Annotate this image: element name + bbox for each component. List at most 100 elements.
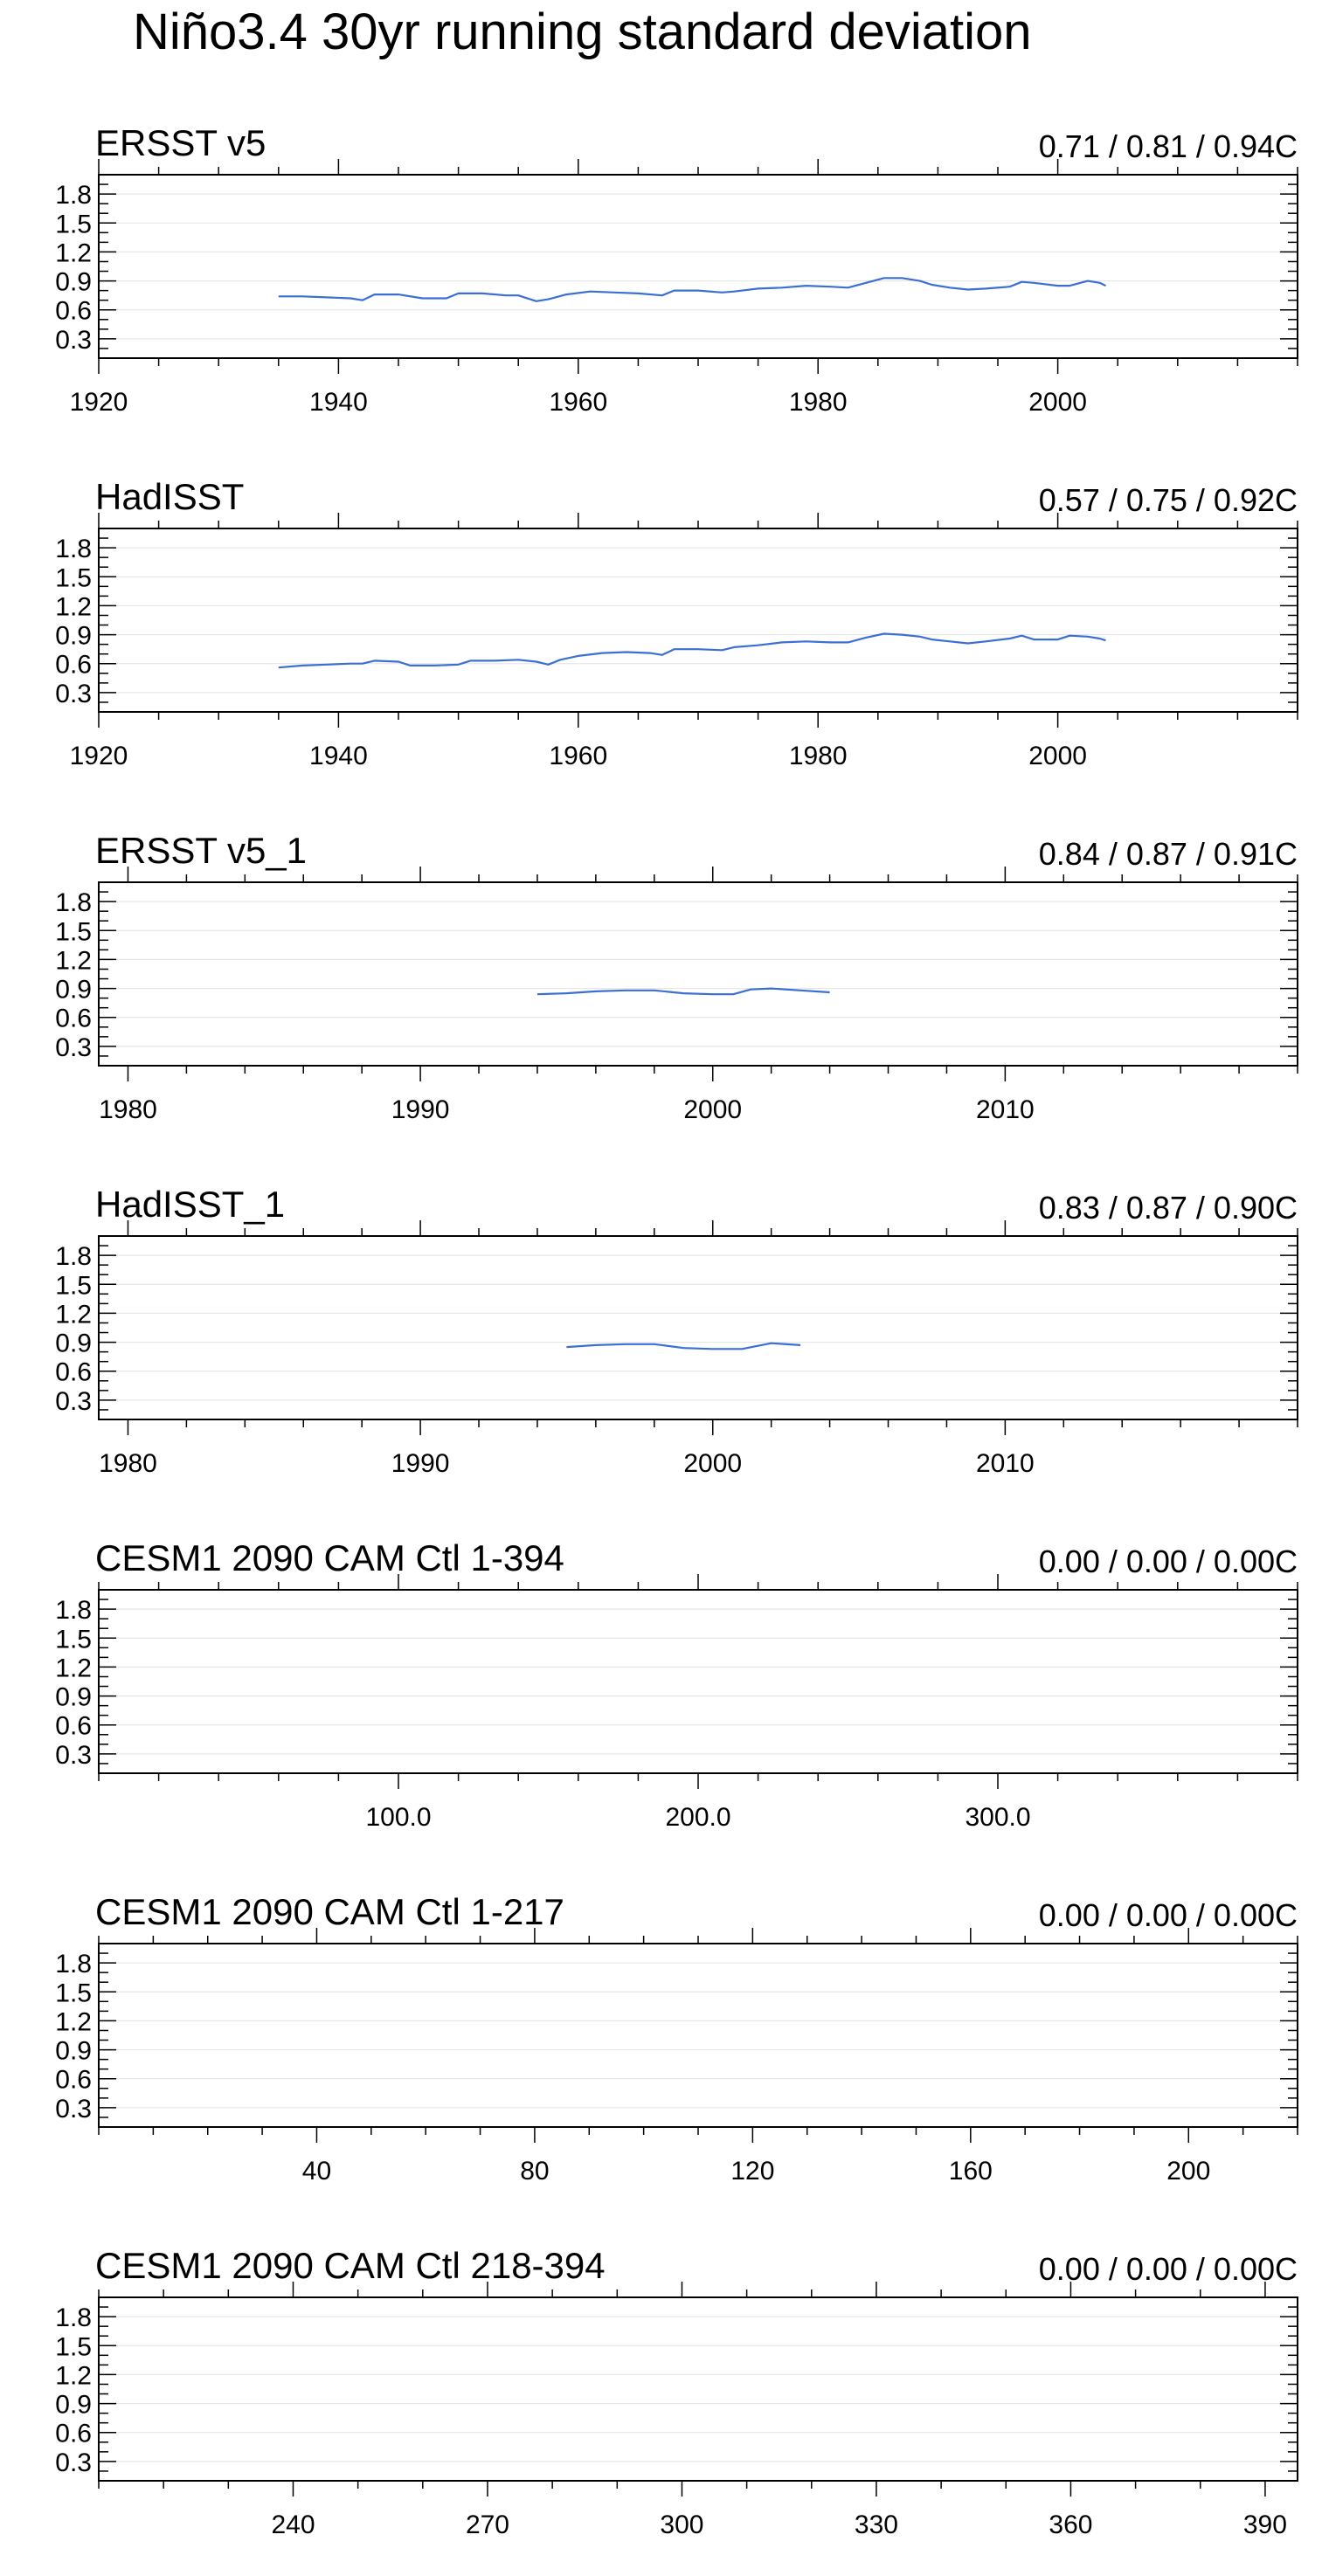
x-tick-label: 160 <box>949 2157 993 2186</box>
y-tick-label: 0.3 <box>55 1387 92 1416</box>
y-tick-label: 0.6 <box>55 1005 92 1033</box>
y-tick-label: 0.3 <box>55 1741 92 1770</box>
x-tick-label: 2000 <box>683 1449 742 1478</box>
y-tick-label: 0.3 <box>55 1033 92 1062</box>
x-tick-label: 330 <box>855 2510 898 2539</box>
panel-title: CESM1 2090 CAM Ctl 1-394 <box>95 1537 564 1578</box>
x-tick-label: 1940 <box>309 388 368 417</box>
y-tick-label: 1.2 <box>55 2361 92 2390</box>
y-tick-label: 1.8 <box>55 2303 92 2332</box>
x-tick-label: 120 <box>730 2157 774 2186</box>
chart-panel: HadISST_1 0.83 / 0.87 / 0.90C 0.30.60.91.2… <box>55 1184 1298 1478</box>
y-tick-label: 1.5 <box>55 1625 92 1654</box>
y-tick-label: 1.5 <box>55 2332 92 2361</box>
y-tick-label: 0.6 <box>55 1712 92 1741</box>
x-tick-label: 390 <box>1243 2510 1287 2539</box>
x-tick-label: 1980 <box>789 388 848 417</box>
chart-panel: ERSST v5 0.71 / 0.81 / 0.94C0.30.60.91.21… <box>55 122 1298 417</box>
y-tick-label: 1.8 <box>55 1950 92 1979</box>
y-tick-label: 1.2 <box>55 592 92 621</box>
plot-frame <box>98 2296 1298 2482</box>
series-line <box>566 1342 801 1350</box>
x-tick-label: 240 <box>271 2510 315 2539</box>
y-tick-label: 0.9 <box>55 1329 92 1358</box>
panel-title: CESM1 2090 CAM Ctl 1-217 <box>95 1891 564 1932</box>
x-tick-label: 80 <box>520 2157 549 2186</box>
y-tick-label: 1.5 <box>55 210 92 238</box>
y-tick-label: 1.5 <box>55 1979 92 2007</box>
y-tick-label: 1.8 <box>55 1242 92 1271</box>
x-tick-label: 300 <box>660 2510 703 2539</box>
panel-stats-label: 0.00 / 0.00 / 0.00C <box>1039 1897 1298 1933</box>
y-tick-label: 0.3 <box>55 680 92 708</box>
y-tick-label: 0.6 <box>55 2420 92 2448</box>
panel-title: ERSST v5_1 <box>95 830 307 871</box>
plot-frame <box>98 1943 1298 2128</box>
y-tick-label: 1.2 <box>55 946 92 975</box>
x-tick-label: 1960 <box>549 742 607 770</box>
x-tick-label: 200.0 <box>665 1803 730 1832</box>
chart-panel: CESM1 2090 CAM Ctl 1-394 0.00 / 0.00 / 0.… <box>55 1537 1298 1832</box>
x-tick-label: 1990 <box>391 1449 450 1478</box>
y-tick-label: 1.8 <box>55 535 92 563</box>
x-tick-label: 1990 <box>391 1095 450 1124</box>
x-tick-label: 1980 <box>99 1095 157 1124</box>
y-tick-label: 0.9 <box>55 622 92 651</box>
x-tick-label: 2000 <box>683 1095 742 1124</box>
chart-panel: HadISST 0.57 / 0.75 / 0.92C0.30.60.91.21.… <box>55 476 1298 770</box>
x-tick-label: 270 <box>466 2510 509 2539</box>
x-tick-label: 100.0 <box>365 1803 431 1832</box>
panel-stats-label: 0.57 / 0.75 / 0.92C <box>1039 482 1298 518</box>
panel-stats-label: 0.00 / 0.00 / 0.00C <box>1039 1544 1298 1579</box>
chart-panel: ERSST v5_1 0.84 / 0.87 / 0.91C0.30.60.91.… <box>55 830 1298 1124</box>
y-tick-label: 0.9 <box>55 2391 92 2420</box>
y-tick-label: 1.8 <box>55 181 92 210</box>
y-tick-label: 1.2 <box>55 2007 92 2036</box>
figure-title: Niño3.4 30yr running standard deviation <box>133 3 1032 60</box>
x-tick-label: 40 <box>302 2157 331 2186</box>
panel-stats-label: 0.00 / 0.00 / 0.00C <box>1039 2251 1298 2287</box>
x-tick-label: 300.0 <box>965 1803 1030 1832</box>
chart-panel: CESM1 2090 CAM Ctl 1-217 0.00 / 0.00 / 0.… <box>55 1891 1298 2186</box>
y-tick-label: 0.9 <box>55 976 92 1005</box>
y-tick-label: 0.6 <box>55 651 92 680</box>
panel-title: HadISST <box>95 476 244 517</box>
y-tick-label: 0.9 <box>55 1683 92 1712</box>
y-tick-label: 1.8 <box>55 1596 92 1625</box>
y-tick-label: 1.2 <box>55 1300 92 1329</box>
x-tick-label: 1980 <box>99 1449 157 1478</box>
y-tick-label: 1.5 <box>55 563 92 592</box>
x-tick-label: 1980 <box>789 742 848 770</box>
y-tick-label: 0.3 <box>55 2448 92 2477</box>
y-tick-label: 0.6 <box>55 297 92 326</box>
panel-stats-label: 0.71 / 0.81 / 0.94C <box>1039 128 1298 164</box>
plot-frame <box>98 528 1298 713</box>
plot-frame <box>98 881 1298 1067</box>
series-line <box>278 277 1106 302</box>
x-tick-label: 1920 <box>70 388 128 417</box>
y-tick-label: 0.9 <box>55 268 92 297</box>
x-tick-label: 2000 <box>1028 388 1087 417</box>
x-tick-label: 2010 <box>976 1095 1035 1124</box>
y-tick-label: 1.5 <box>55 1271 92 1300</box>
panel-stats-label: 0.84 / 0.87 / 0.91C <box>1039 836 1298 872</box>
x-tick-label: 1940 <box>309 742 368 770</box>
x-tick-label: 1960 <box>549 388 607 417</box>
panel-stats-label: 0.83 / 0.87 / 0.90C <box>1039 1190 1298 1226</box>
y-tick-label: 0.6 <box>55 1358 92 1387</box>
y-tick-label: 0.3 <box>55 2095 92 2124</box>
y-tick-label: 1.8 <box>55 888 92 917</box>
y-tick-label: 0.3 <box>55 326 92 355</box>
series-line <box>536 987 830 996</box>
panels: ERSST v5 0.71 / 0.81 / 0.94C0.30.60.91.21… <box>55 122 1298 2539</box>
y-tick-label: 0.9 <box>55 2037 92 2066</box>
y-tick-label: 0.6 <box>55 2066 92 2095</box>
series-line <box>278 632 1106 669</box>
y-tick-label: 1.2 <box>55 1654 92 1682</box>
y-tick-label: 1.2 <box>55 238 92 267</box>
x-tick-label: 2010 <box>976 1449 1035 1478</box>
panel-title: HadISST_1 <box>95 1184 285 1225</box>
panel-title: CESM1 2090 CAM Ctl 218-394 <box>95 2245 606 2286</box>
plot-frame <box>98 1235 1298 1420</box>
